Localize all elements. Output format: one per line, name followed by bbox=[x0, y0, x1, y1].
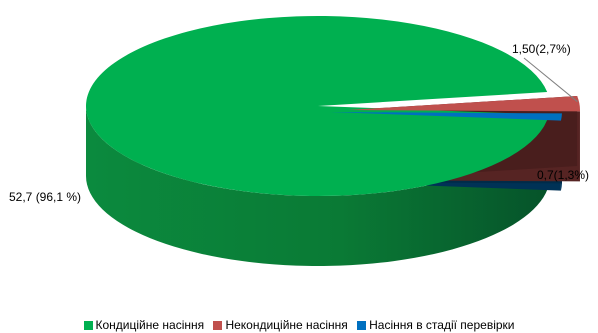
legend-label: Насіння в стадії перевірки bbox=[369, 318, 515, 332]
legend-label: Кондиційне насіння bbox=[95, 318, 205, 332]
slice-0 bbox=[86, 16, 549, 197]
data-label-perevirka: 0,7(1,3%) bbox=[537, 168, 590, 182]
legend-item-perevirka: Насіння в стадії перевірки bbox=[357, 318, 514, 332]
legend-swatch bbox=[83, 321, 93, 330]
slice-2 bbox=[330, 112, 562, 121]
slice-side-0 bbox=[85, 106, 549, 267]
chart-legend: Кондиційне насіння Некондиційне насіння … bbox=[0, 318, 598, 332]
legend-item-nekondytsiine: Некондиційне насіння bbox=[213, 318, 348, 332]
legend-swatch bbox=[213, 321, 223, 330]
data-label-nekondytsiine: 1,50(2,7%) bbox=[512, 42, 571, 56]
leader-line bbox=[523, 57, 578, 103]
legend-swatch bbox=[357, 321, 367, 330]
slice-1 bbox=[348, 96, 580, 112]
legend-label: Некондиційне насіння bbox=[225, 318, 348, 332]
data-label-kondytsiine: 52,7 (96,1 %) bbox=[9, 190, 82, 204]
legend-item-kondytsiine: Кондиційне насіння bbox=[83, 318, 205, 332]
